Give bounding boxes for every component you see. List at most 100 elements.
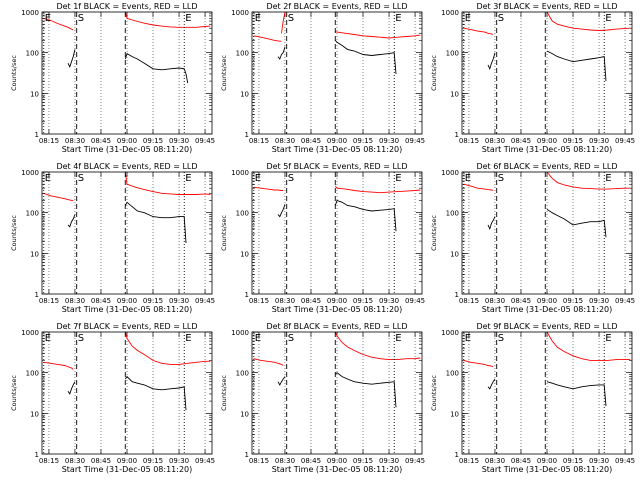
x-tick-label: 09:15: [563, 137, 583, 145]
y-tick-label: 10: [240, 410, 249, 418]
x-tick-label: 09:00: [117, 137, 137, 145]
events-series-line: [334, 40, 397, 74]
x-tick-label: 08:45: [91, 297, 111, 305]
x-tick-label: 08:45: [301, 457, 321, 465]
y-tick-label: 1000: [21, 329, 39, 337]
lld-series-line: [43, 361, 74, 370]
event-marker-label: E: [185, 13, 191, 24]
chart-panel: Det 9f BLACK = Events, RED = LLD Counts/s…: [430, 322, 635, 474]
lld-series-line: [546, 171, 631, 190]
events-series-line: [487, 378, 496, 390]
x-tick-label: 09:15: [143, 297, 163, 305]
x-tick-label: 08:15: [249, 137, 269, 145]
event-marker-label: S: [498, 333, 504, 344]
y-axis-label: Counts/sec: [220, 215, 228, 251]
x-tick-label: 08:45: [301, 137, 321, 145]
event-marker-label: S: [78, 13, 84, 24]
events-series-line: [546, 381, 607, 407]
x-axis-label: Start Time (31-Dec-05 08:11:20): [482, 465, 613, 474]
lld-series-line: [334, 185, 421, 194]
y-tick-label: 10: [450, 90, 459, 98]
x-tick-label: 08:45: [91, 457, 111, 465]
x-tick-label: 08:45: [91, 137, 111, 145]
plot-frame: [461, 171, 633, 295]
x-axis-label: Start Time (31-Dec-05 08:11:20): [272, 465, 403, 474]
event-marker-label: E: [605, 333, 611, 344]
event-marker-label: E: [45, 173, 51, 184]
events-series-line: [334, 199, 397, 232]
chart-title: Det 8f BLACK = Events, RED = LLD: [266, 322, 407, 331]
x-tick-label: 08:30: [275, 137, 295, 145]
lld-series-line: [546, 331, 631, 361]
y-tick-label: 10: [450, 410, 459, 418]
y-tick-label: 1: [35, 131, 39, 139]
x-tick-label: 09:30: [589, 457, 609, 465]
x-tick-label: 08:30: [65, 457, 85, 465]
y-tick-label: 1: [455, 291, 459, 299]
x-tick-label: 09:30: [169, 137, 189, 145]
event-marker-label: E: [255, 13, 261, 24]
x-tick-label: 09:15: [353, 457, 373, 465]
lld-series-line: [253, 35, 282, 42]
x-tick-label: 09:30: [589, 297, 609, 305]
y-tick-label: 100: [446, 50, 459, 58]
event-marker-label: E: [465, 333, 471, 344]
events-series-line: [487, 52, 496, 71]
x-tick-label: 09:45: [405, 457, 425, 465]
events-series-line: [277, 376, 286, 386]
events-series-line: [124, 52, 189, 84]
y-tick-label: 10: [450, 250, 459, 258]
chart-panel: Det 7f BLACK = Events, RED = LLD Counts/s…: [10, 322, 215, 474]
chart-title: Det 7f BLACK = Events, RED = LLD: [56, 322, 197, 331]
event-marker-label: E: [45, 13, 51, 24]
x-tick-label: 09:15: [143, 137, 163, 145]
y-tick-label: 1000: [21, 9, 39, 17]
event-marker-label: E: [605, 173, 611, 184]
y-tick-label: 1000: [441, 329, 459, 337]
event-marker-label: E: [255, 173, 261, 184]
events-series-line: [334, 372, 397, 408]
event-marker-label: S: [498, 13, 504, 24]
y-tick-label: 100: [26, 370, 39, 378]
event-marker-label: E: [395, 13, 401, 24]
lld-series-line: [463, 183, 494, 191]
x-tick-label: 09:45: [195, 457, 215, 465]
lld-series-line: [124, 171, 211, 195]
event-marker-label: S: [498, 173, 504, 184]
x-tick-label: 09:45: [195, 137, 215, 145]
x-tick-label: 09:30: [379, 137, 399, 145]
y-tick-label: 10: [240, 250, 249, 258]
y-axis-label: Counts/sec: [10, 375, 18, 411]
lld-series-line: [335, 31, 421, 39]
x-tick-label: 08:45: [301, 297, 321, 305]
x-tick-label: 08:15: [459, 457, 479, 465]
plot-frame: [41, 11, 213, 135]
x-tick-label: 08:15: [459, 297, 479, 305]
chart-panel: Det 3f BLACK = Events, RED = LLD Counts/s…: [430, 2, 635, 154]
y-tick-label: 100: [446, 370, 459, 378]
y-tick-label: 100: [236, 50, 249, 58]
x-tick-label: 08:15: [249, 297, 269, 305]
x-tick-label: 09:30: [379, 457, 399, 465]
x-tick-label: 09:00: [117, 457, 137, 465]
lld-series-line: [463, 359, 494, 368]
event-marker-label: S: [288, 333, 294, 344]
lld-series-line: [253, 358, 284, 366]
event-marker-label: E: [395, 333, 401, 344]
x-tick-label: 08:30: [65, 297, 85, 305]
lld-series-line: [463, 27, 494, 35]
chart-panel: Det 5f BLACK = Events, RED = LLD Counts/s…: [220, 162, 425, 314]
x-tick-label: 09:00: [117, 297, 137, 305]
y-axis-label: Counts/sec: [430, 55, 438, 91]
y-axis-label: Counts/sec: [220, 55, 228, 91]
chart-title: Det 1f BLACK = Events, RED = LLD: [56, 2, 197, 11]
x-axis-label: Start Time (31-Dec-05 08:11:20): [482, 145, 613, 154]
x-tick-label: 09:00: [537, 137, 557, 145]
x-tick-label: 09:30: [169, 297, 189, 305]
events-series-line: [277, 204, 286, 218]
lld-series-line: [281, 11, 286, 34]
y-tick-label: 1: [35, 291, 39, 299]
plot-frame: [461, 331, 633, 455]
events-series-line: [67, 381, 76, 395]
